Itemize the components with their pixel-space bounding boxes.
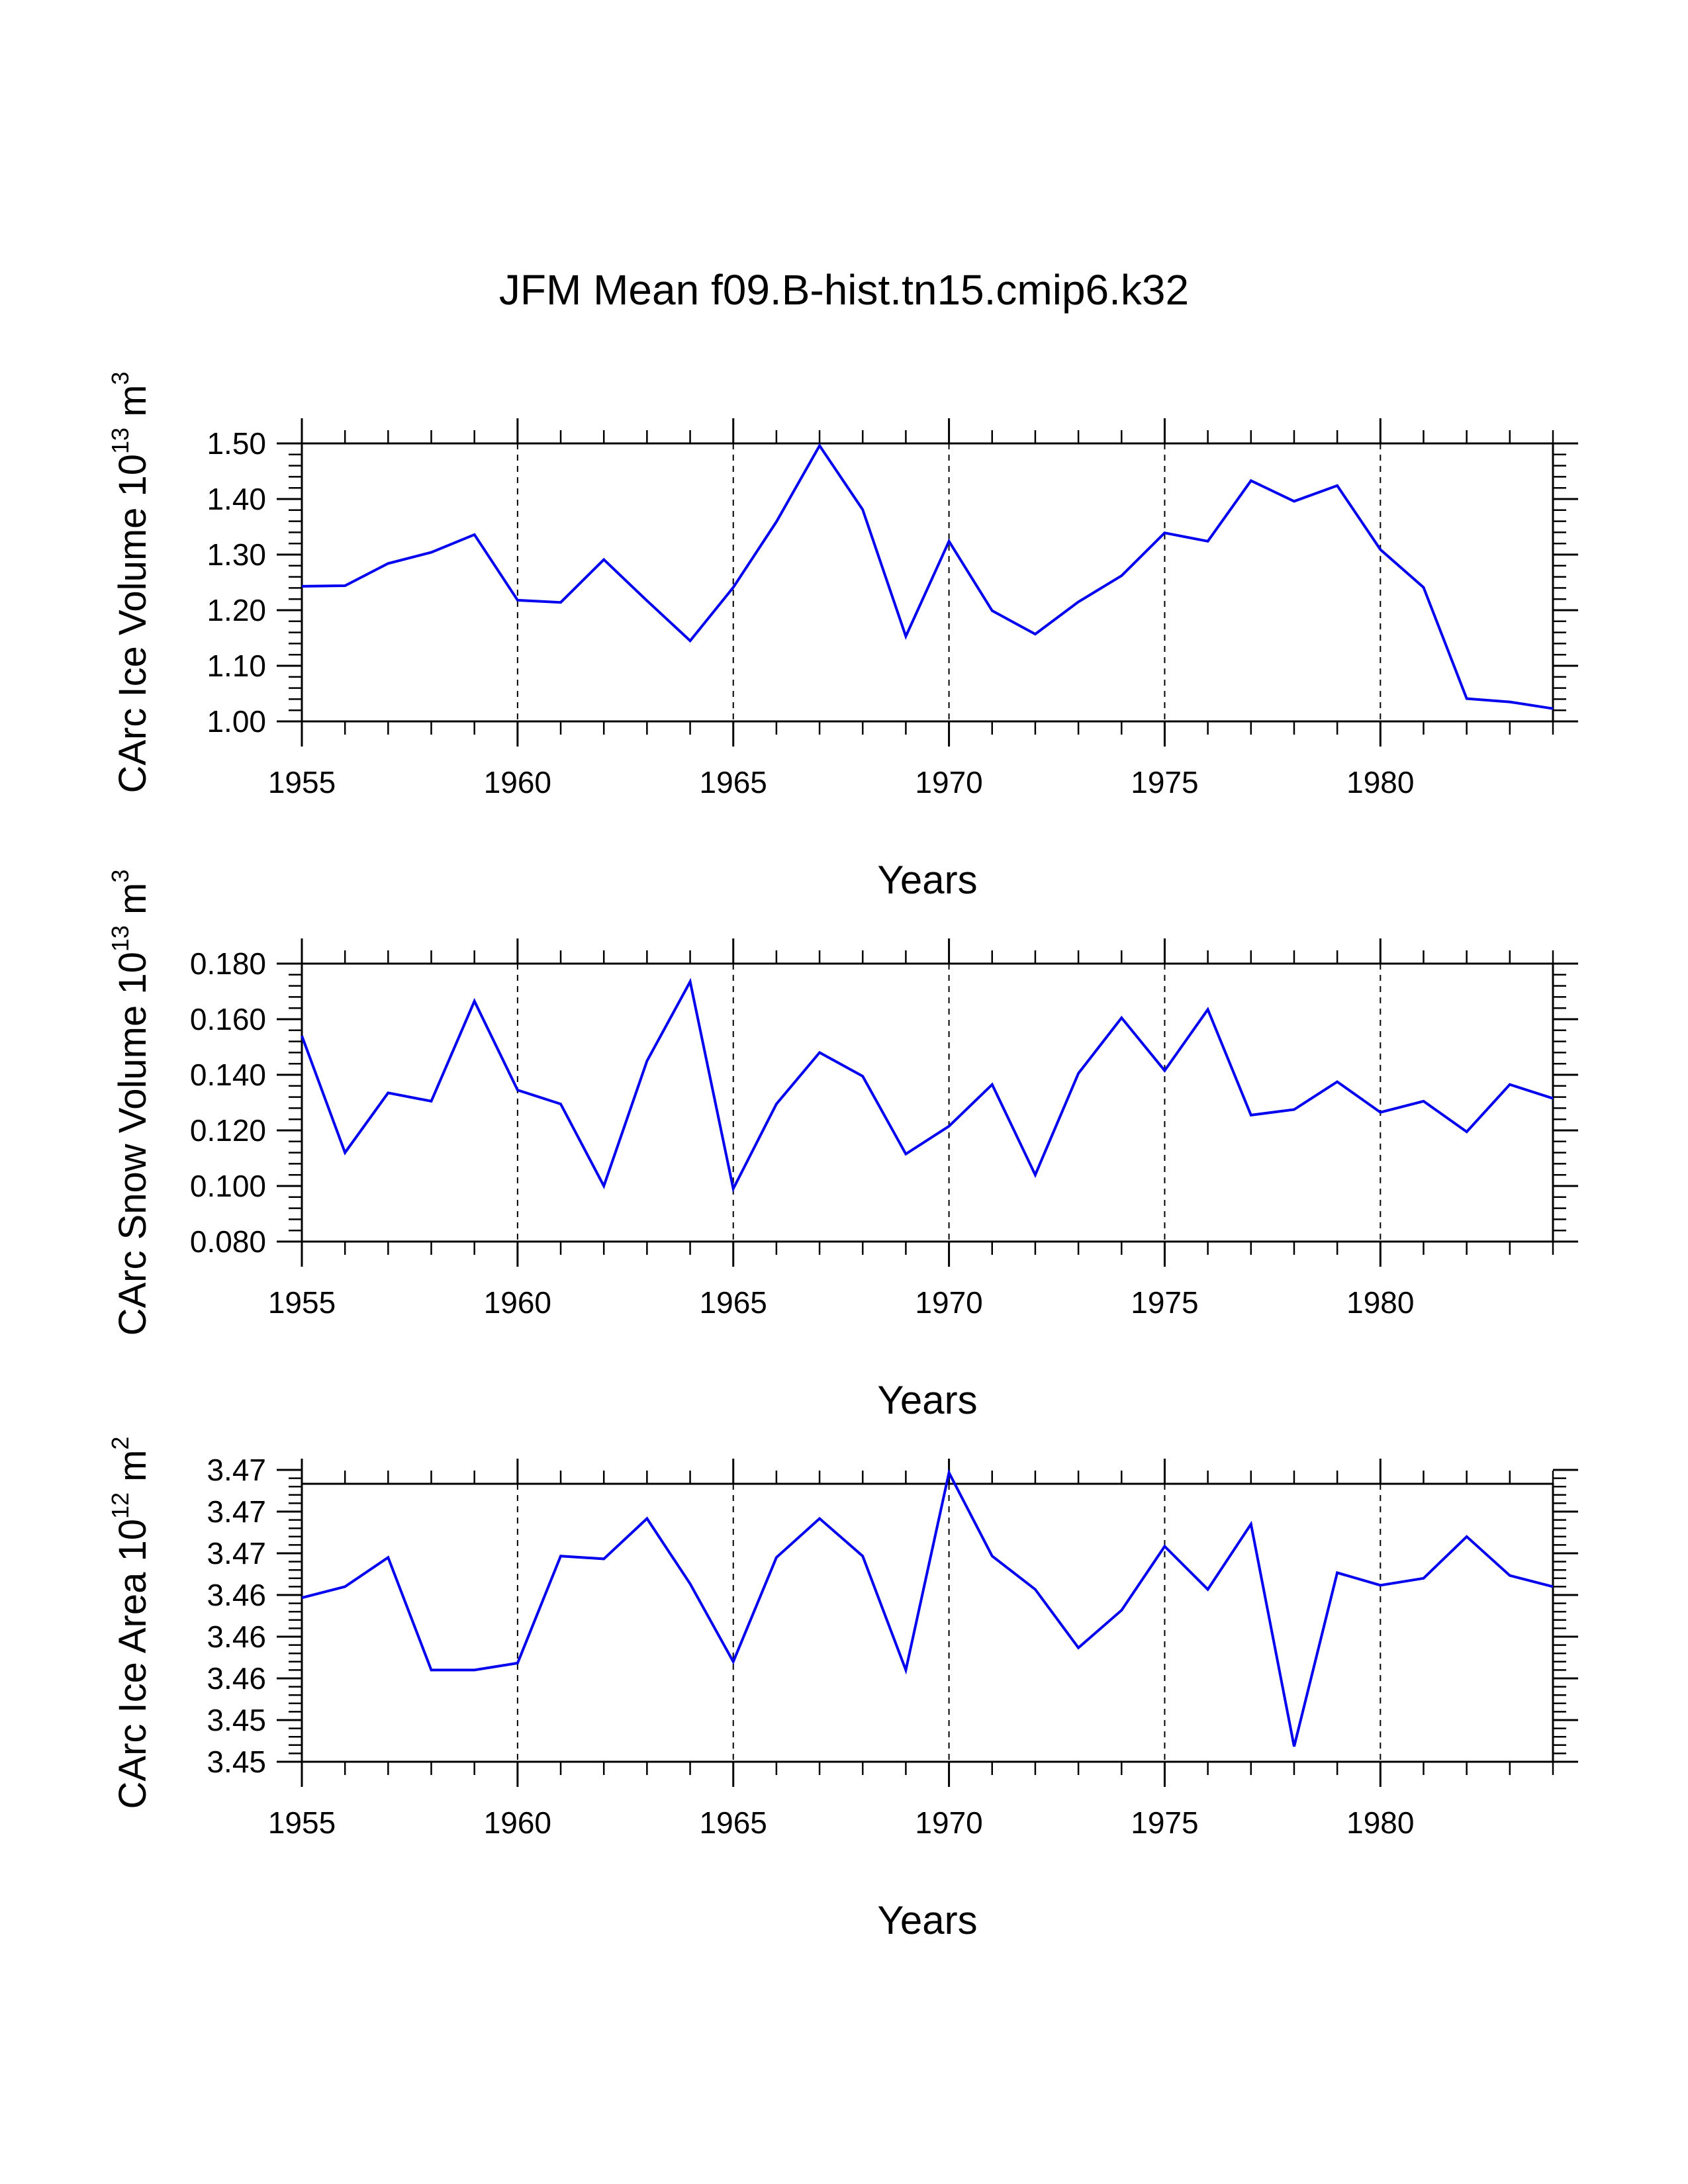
y-tick-label-6: 3.47 <box>207 1494 266 1529</box>
y-axis-title: CArc Ice Area 1012 m2 <box>107 1437 154 1809</box>
x-axis-title: Years <box>877 1378 977 1422</box>
y-tick-label-0: 3.45 <box>207 1745 266 1779</box>
y-tick-label-5: 1.50 <box>207 426 266 461</box>
x-tick-label-1965: 1965 <box>700 765 767 799</box>
x-tick-label-1955: 1955 <box>268 1805 336 1840</box>
y-tick-label-3: 0.140 <box>190 1058 266 1092</box>
y-tick-label-2: 1.20 <box>207 593 266 627</box>
figure-title: JFM Mean f09.B-hist.tn15.cmip6.k32 <box>499 266 1189 314</box>
x-tick-label-1960: 1960 <box>484 765 551 799</box>
x-tick-label-1980: 1980 <box>1346 765 1414 799</box>
y-tick-label-1: 3.45 <box>207 1703 266 1737</box>
chart-panel-3: 1955 1960 1965 1970 1975 1980 3.45 3.45 3.46 3.46… <box>107 1437 1578 1942</box>
x-tick-label-1970: 1970 <box>915 1805 982 1840</box>
y-tick-label-1: 0.100 <box>190 1169 266 1203</box>
x-tick-label-1970: 1970 <box>915 1285 982 1320</box>
plot-frame <box>301 442 1554 723</box>
x-tick-label-1960: 1960 <box>484 1285 551 1320</box>
x-tick-label-1965: 1965 <box>700 1805 767 1840</box>
y-tick-label-5: 3.47 <box>207 1536 266 1570</box>
series-line <box>301 1469 1554 1747</box>
y-tick-label-2: 3.46 <box>207 1661 266 1696</box>
x-axis-title: Years <box>877 858 977 902</box>
y-axis-title: CArc Ice Volume 1013 m3 <box>107 371 154 793</box>
x-tick-label-1965: 1965 <box>700 1285 767 1320</box>
y-tick-label-3: 1.30 <box>207 537 266 572</box>
y-tick-label-4: 3.46 <box>207 1578 266 1612</box>
y-tick-label-2: 0.120 <box>190 1113 266 1148</box>
x-tick-label-1960: 1960 <box>484 1805 551 1840</box>
plot-frame <box>301 1482 1554 1763</box>
y-tick-label-3: 3.46 <box>207 1619 266 1654</box>
chart-panels: 1955 1960 1965 1970 1975 1980 1.00 1.10 1.20 1.30… <box>107 371 1578 1942</box>
x-tick-label-1970: 1970 <box>915 765 982 799</box>
x-tick-label-1975: 1975 <box>1131 765 1198 799</box>
series-line <box>301 978 1554 1193</box>
x-tick-label-1955: 1955 <box>268 1285 336 1320</box>
series-line <box>301 443 1554 710</box>
y-tick-label-4: 1.40 <box>207 482 266 516</box>
y-tick-label-0: 1.00 <box>207 704 266 739</box>
y-tick-label-7: 3.47 <box>207 1453 266 1487</box>
y-tick-label-5: 0.180 <box>190 946 266 981</box>
y-tick-label-4: 0.160 <box>190 1002 266 1036</box>
y-axis-title: CArc Snow Volume 1013 m3 <box>107 870 154 1336</box>
plot-frame <box>301 962 1554 1243</box>
chart-panel-2: 1955 1960 1965 1970 1975 1980 0.080 0.100 0.120 0… <box>107 870 1578 1422</box>
x-tick-label-1975: 1975 <box>1131 1285 1198 1320</box>
chart-panel-1: 1955 1960 1965 1970 1975 1980 1.00 1.10 1.20 1.30… <box>107 371 1578 902</box>
x-tick-label-1975: 1975 <box>1131 1805 1198 1840</box>
x-axis-title: Years <box>877 1898 977 1942</box>
x-tick-label-1980: 1980 <box>1346 1805 1414 1840</box>
x-tick-label-1980: 1980 <box>1346 1285 1414 1320</box>
y-tick-label-1: 1.10 <box>207 649 266 683</box>
x-tick-label-1955: 1955 <box>268 765 336 799</box>
y-tick-label-0: 0.080 <box>190 1224 266 1259</box>
